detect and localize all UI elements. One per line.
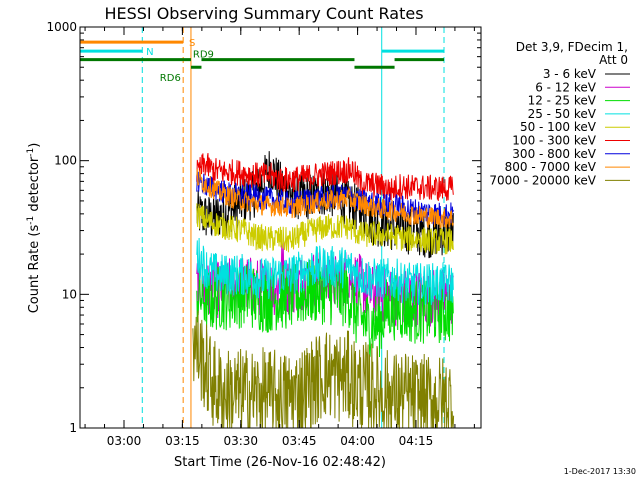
- series-4: [196, 203, 454, 255]
- y-tick-label-2: 100: [54, 154, 77, 168]
- series-lines: [192, 151, 455, 430]
- y-tick-label-0: 1: [69, 421, 77, 435]
- series-7: [196, 168, 454, 229]
- x-tick-label-0: 03:00: [107, 434, 142, 448]
- y-axis-label: Count Rate (s-1 detector-1): [26, 143, 42, 314]
- timestamp: 1-Dec-2017 13:30: [564, 467, 636, 476]
- y-tick-label-1: 10: [62, 287, 77, 301]
- marker-label-rd9: RD9: [193, 50, 214, 61]
- legend-label-7: 800 - 7000 keV: [505, 160, 597, 174]
- legend-label-8: 7000 - 20000 keV: [489, 173, 596, 187]
- legend-label-3: 25 - 50 keV: [528, 107, 597, 121]
- legend-label-0: 3 - 6 keV: [543, 67, 597, 81]
- legend-label-2: 12 - 25 keV: [528, 94, 597, 108]
- legend-label-1: 6 - 12 keV: [535, 80, 597, 94]
- x-axis-ticks: 03:00 03:15 03:30 03:45 04:00 04:15: [84, 27, 475, 448]
- series-3: [196, 237, 454, 306]
- y-tick-label-3: 1000: [46, 20, 77, 34]
- marker-label-s: S: [189, 38, 195, 49]
- x-axis-label: Start Time (26-Nov-16 02:48:42): [174, 455, 386, 470]
- legend-title-1: Det 3,9, FDecim 1,: [516, 40, 628, 54]
- marker-label-rd6: RD6: [160, 73, 181, 84]
- x-tick-label-3: 03:45: [282, 434, 317, 448]
- x-tick-label-2: 03:30: [223, 434, 258, 448]
- x-tick-label-4: 04:00: [340, 434, 375, 448]
- x-tick-label-5: 04:15: [399, 434, 434, 448]
- legend-title-2: Att 0: [599, 53, 628, 67]
- marker-label-n: N: [146, 47, 153, 58]
- legend-label-6: 300 - 800 keV: [512, 147, 596, 161]
- plot-frame: [79, 26, 482, 429]
- legend-label-5: 100 - 300 keV: [512, 134, 596, 148]
- y-axis-ticks: 1 10 100 1000: [46, 20, 481, 435]
- x-tick-label-1: 03:15: [165, 434, 200, 448]
- series-8: [192, 310, 455, 430]
- legend-label-4: 50 - 100 keV: [520, 120, 597, 134]
- chart-title: HESSI Observing Summary Count Rates: [104, 4, 423, 23]
- series-2: [196, 258, 454, 358]
- series-5: [196, 153, 454, 202]
